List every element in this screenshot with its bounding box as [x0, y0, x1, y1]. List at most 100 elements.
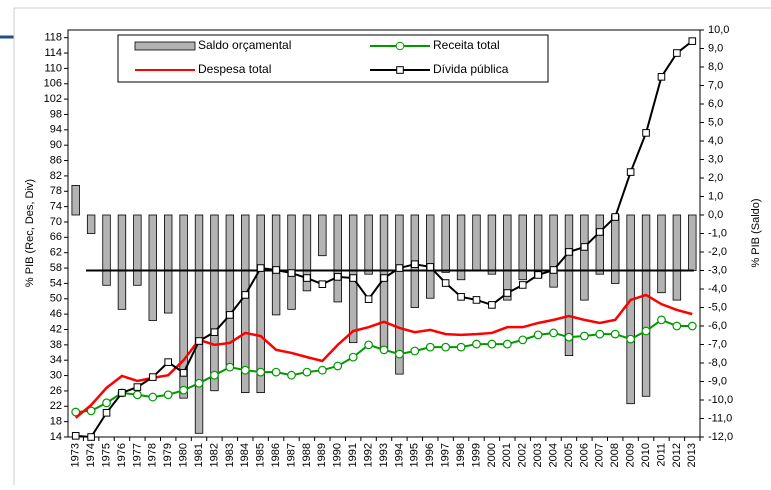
legend-label: Despesa total: [198, 62, 271, 76]
marker: [380, 274, 388, 282]
bar: [302, 214, 312, 292]
legend-marker: [396, 66, 404, 74]
x-tick-label: 1996: [424, 443, 436, 467]
bar: [503, 214, 512, 301]
x-tick-label: 2010: [640, 443, 652, 467]
marker: [349, 274, 357, 282]
y2-tick-label: 8,0: [708, 61, 723, 73]
marker: [626, 334, 636, 344]
x-tick-label: 1987: [285, 443, 297, 467]
bar: [441, 214, 450, 273]
y-tick-label: 102: [44, 93, 62, 105]
marker: [348, 352, 358, 362]
x-tick-label: 1981: [193, 443, 205, 467]
y-tick-label: 38: [50, 339, 62, 351]
marker: [425, 342, 435, 352]
bar: [179, 214, 188, 399]
bar: [518, 214, 527, 281]
marker: [518, 335, 528, 345]
bar: [86, 214, 96, 234]
marker: [148, 392, 158, 402]
marker: [132, 390, 142, 400]
x-tick-label: 1997: [440, 443, 452, 467]
legend-label: Saldo orçamental: [198, 38, 291, 52]
marker: [533, 330, 543, 340]
marker: [502, 339, 512, 349]
bar: [533, 214, 543, 279]
marker: [302, 367, 312, 377]
marker: [426, 263, 435, 271]
legend-marker: [395, 41, 405, 51]
y2-tick-label: 9,0: [708, 42, 723, 54]
y2-tick-label: -2,0: [708, 246, 727, 258]
y2-tick-label: 0,0: [708, 209, 723, 221]
x-tick-label: 1980: [178, 443, 190, 467]
marker: [610, 329, 620, 339]
x-tick-label: 1984: [239, 443, 251, 467]
x-tick-label: 1989: [316, 443, 328, 467]
y-tick-label: 66: [50, 231, 62, 243]
bar: [163, 214, 173, 314]
y2-tick-label: 2,0: [708, 172, 723, 184]
marker: [364, 340, 373, 350]
y-tick-label: 98: [50, 108, 62, 120]
marker: [287, 370, 296, 380]
marker: [672, 321, 682, 331]
marker: [71, 407, 81, 417]
marker: [687, 321, 697, 331]
y2-tick-label: 5,0: [708, 116, 723, 128]
marker: [287, 269, 296, 277]
y2-tick-label: -9,0: [708, 375, 727, 387]
y-tick-label: 106: [44, 78, 62, 90]
marker: [595, 329, 605, 339]
marker: [163, 390, 173, 400]
bar: [688, 214, 697, 271]
bar: [487, 214, 497, 275]
y2-tick-label: 10,0: [708, 24, 729, 36]
y-tick-label: 62: [50, 247, 62, 259]
marker: [488, 301, 496, 309]
y-tick-label: 22: [50, 400, 62, 412]
bar: [148, 214, 157, 321]
bar: [580, 214, 589, 301]
marker: [133, 383, 142, 391]
marker: [580, 243, 589, 251]
marker: [333, 273, 342, 281]
bar: [641, 214, 651, 397]
x-tick-label: 2011: [655, 443, 667, 467]
x-tick-label: 1975: [100, 443, 112, 467]
y2-tick-label: -3,0: [708, 264, 727, 276]
marker: [642, 129, 650, 137]
bar: [256, 214, 265, 394]
marker: [102, 409, 111, 417]
x-tick-label: 2005: [563, 443, 575, 467]
legend-label: Receita total: [433, 38, 500, 52]
x-tick-label: 1992: [362, 443, 374, 467]
bar: [117, 214, 127, 310]
marker: [256, 367, 266, 377]
marker: [164, 358, 172, 366]
bar: [287, 214, 296, 310]
bar: [271, 214, 281, 316]
bar: [549, 214, 558, 288]
bar: [133, 214, 142, 286]
bar: [672, 214, 682, 301]
marker: [503, 289, 512, 297]
marker: [303, 274, 311, 282]
marker: [549, 266, 558, 274]
x-tick-label: 2003: [532, 443, 544, 467]
bar: [564, 214, 574, 357]
y2-tick-label: 6,0: [708, 98, 723, 110]
marker: [472, 296, 481, 304]
marker: [194, 378, 204, 388]
legend-swatch: [134, 41, 196, 51]
marker: [195, 337, 203, 345]
bar: [210, 214, 219, 392]
y-tick-label: 46: [50, 308, 62, 320]
y-tick-label: 118: [44, 32, 62, 44]
bar: [472, 214, 481, 271]
y2-tick-label: 7,0: [708, 79, 723, 91]
bar: [318, 214, 327, 257]
y2-tick-label: -5,0: [708, 301, 727, 313]
